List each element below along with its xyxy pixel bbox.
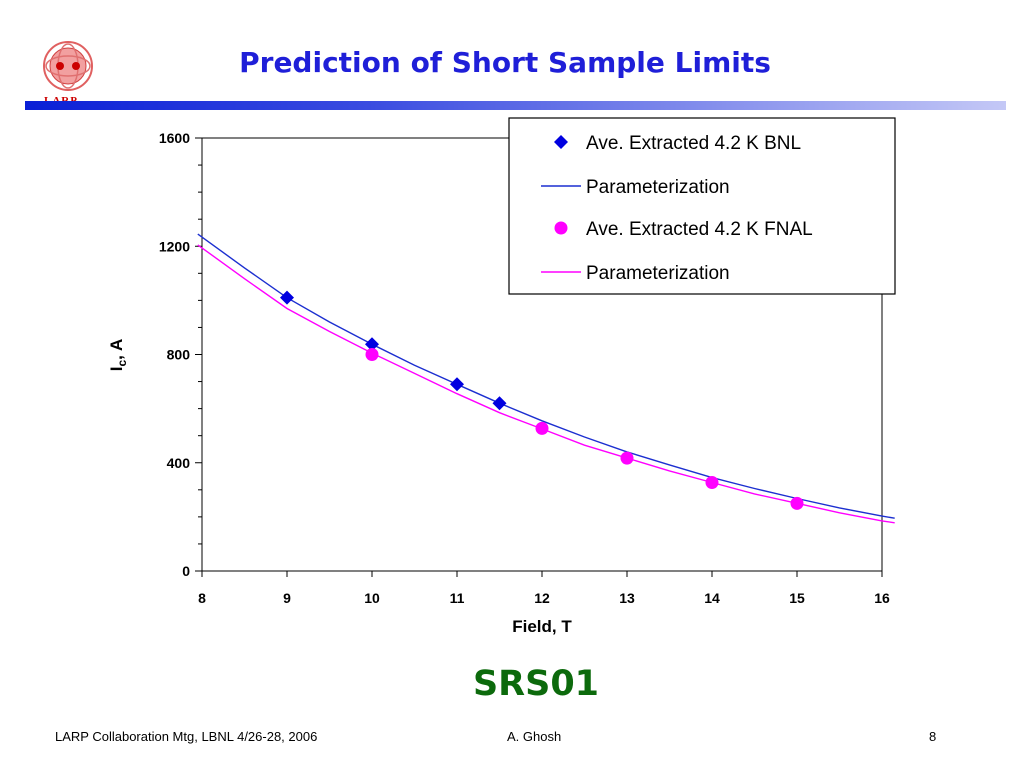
- legend-entry-label: Ave. Extracted 4.2 K FNAL: [586, 219, 813, 240]
- legend-box: [508, 117, 896, 295]
- legend-diamond-marker: [554, 135, 568, 149]
- footer-page-number: 8: [929, 729, 937, 744]
- footer-author: A. Ghosh: [507, 729, 562, 744]
- x-tick-label: 16: [874, 590, 890, 606]
- x-tick-label: 15: [789, 590, 805, 606]
- y-tick-label: 1200: [159, 238, 190, 254]
- larp-logo: [30, 38, 100, 108]
- x-axis-label: Field, T: [512, 617, 572, 636]
- y-tick-label: 1600: [159, 130, 190, 146]
- y-tick-label: 800: [167, 347, 191, 363]
- x-tick-label: 9: [283, 590, 291, 606]
- legend-entry-label: Parameterization: [586, 177, 730, 198]
- bnl-data-point: [450, 377, 464, 392]
- bnl-data-point: [365, 337, 379, 352]
- x-tick-label: 11: [450, 590, 465, 606]
- bnl-data-point: [280, 290, 294, 305]
- y-axis-label: Ic, A: [107, 339, 129, 372]
- legend-entry-label: Ave. Extracted 4.2 K BNL: [586, 133, 801, 154]
- fnal-data-point: [365, 348, 379, 361]
- series-line-3: [197, 244, 895, 524]
- fnal-data-point: [535, 421, 549, 435]
- x-tick-label: 8: [198, 590, 206, 606]
- legend-entry-label: Parameterization: [586, 263, 730, 284]
- fnal-data-point: [705, 476, 719, 490]
- bnl-data-point: [492, 396, 507, 411]
- title-underline-bar: [25, 101, 1006, 110]
- slide-label: SRS01: [472, 664, 600, 704]
- x-tick-label: 10: [364, 590, 380, 606]
- fnal-data-point: [620, 451, 634, 465]
- slide-title: Prediction of Short Sample Limits: [239, 46, 771, 79]
- larp-logo-graphic: [43, 41, 93, 91]
- legend-circle-marker: [554, 221, 568, 235]
- x-tick-label: 12: [534, 590, 550, 606]
- footer-left: LARP Collaboration Mtg, LBNL 4/26-28, 20…: [55, 729, 318, 744]
- y-tick-label: 0: [182, 563, 190, 579]
- x-tick-label: 14: [704, 590, 720, 606]
- fnal-data-point: [790, 496, 804, 510]
- y-tick-label: 400: [167, 455, 191, 471]
- series-line-1: [197, 233, 895, 519]
- x-tick-label: 13: [619, 590, 635, 606]
